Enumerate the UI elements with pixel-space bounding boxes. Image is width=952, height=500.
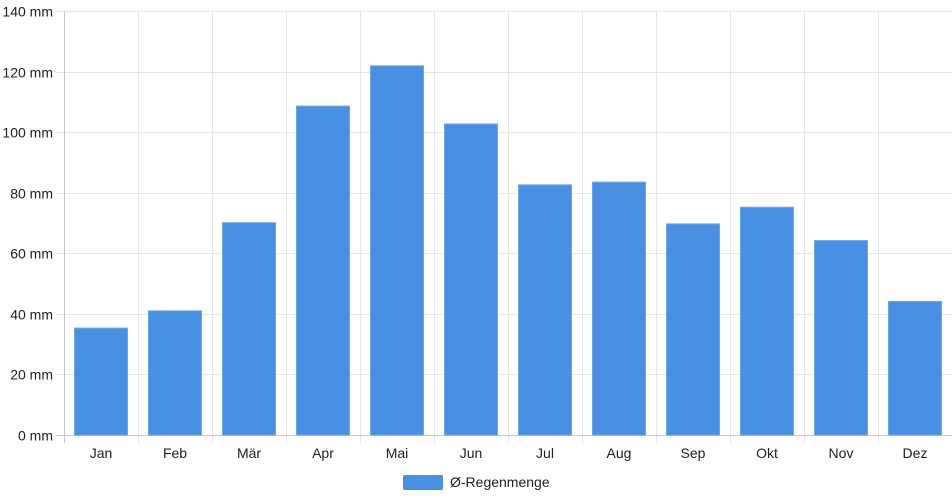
x-tick-label: Dez bbox=[903, 445, 928, 461]
x-tick-label: Okt bbox=[756, 445, 778, 461]
x-tick-label: Sep bbox=[681, 445, 706, 461]
x-tick-label: Aug bbox=[607, 445, 632, 461]
bar-nov[interactable] bbox=[814, 240, 868, 436]
x-axis-ticks: Jan Feb Mär Apr Mai Jun Jul Aug Sep Okt Nov Dez bbox=[90, 445, 928, 461]
x-tick-label: Mai bbox=[386, 445, 409, 461]
y-tick-label: 0 mm bbox=[18, 428, 53, 444]
y-tick-label: 20 mm bbox=[10, 367, 53, 383]
bar-mai[interactable] bbox=[370, 65, 424, 436]
y-tick-label: 100 mm bbox=[2, 125, 53, 141]
bar-sep[interactable] bbox=[666, 223, 720, 436]
x-tick-label: Nov bbox=[829, 445, 854, 461]
x-tick-label: Feb bbox=[163, 445, 187, 461]
grid-lines bbox=[56, 11, 952, 443]
legend-swatch bbox=[403, 475, 443, 490]
x-tick-label: Jan bbox=[90, 445, 113, 461]
bar-jun[interactable] bbox=[444, 123, 498, 436]
bar-feb[interactable] bbox=[148, 310, 202, 436]
legend[interactable]: Ø-Regenmenge bbox=[403, 474, 550, 490]
y-tick-label: 60 mm bbox=[10, 246, 53, 262]
x-tick-label: Jul bbox=[536, 445, 554, 461]
x-tick-label: Jun bbox=[460, 445, 483, 461]
y-tick-label: 140 mm bbox=[2, 4, 53, 20]
bar-jul[interactable] bbox=[518, 184, 572, 436]
bar-apr[interactable] bbox=[296, 105, 350, 436]
y-axis-ticks: 0 mm 20 mm 40 mm 60 mm 80 mm 100 mm 120 mm 140 … bbox=[2, 4, 53, 444]
x-tick-label: Apr bbox=[312, 445, 334, 461]
x-tick-label: Mär bbox=[237, 445, 261, 461]
y-tick-label: 80 mm bbox=[10, 186, 53, 202]
bar-jan[interactable] bbox=[74, 327, 128, 436]
y-tick-label: 40 mm bbox=[10, 307, 53, 323]
bar-mär[interactable] bbox=[222, 222, 276, 436]
bar-okt[interactable] bbox=[740, 206, 794, 436]
bars bbox=[74, 65, 942, 436]
bar-dez[interactable] bbox=[888, 300, 942, 436]
y-tick-label: 120 mm bbox=[2, 65, 53, 81]
legend-label: Ø-Regenmenge bbox=[450, 474, 550, 490]
bar-aug[interactable] bbox=[592, 181, 646, 436]
